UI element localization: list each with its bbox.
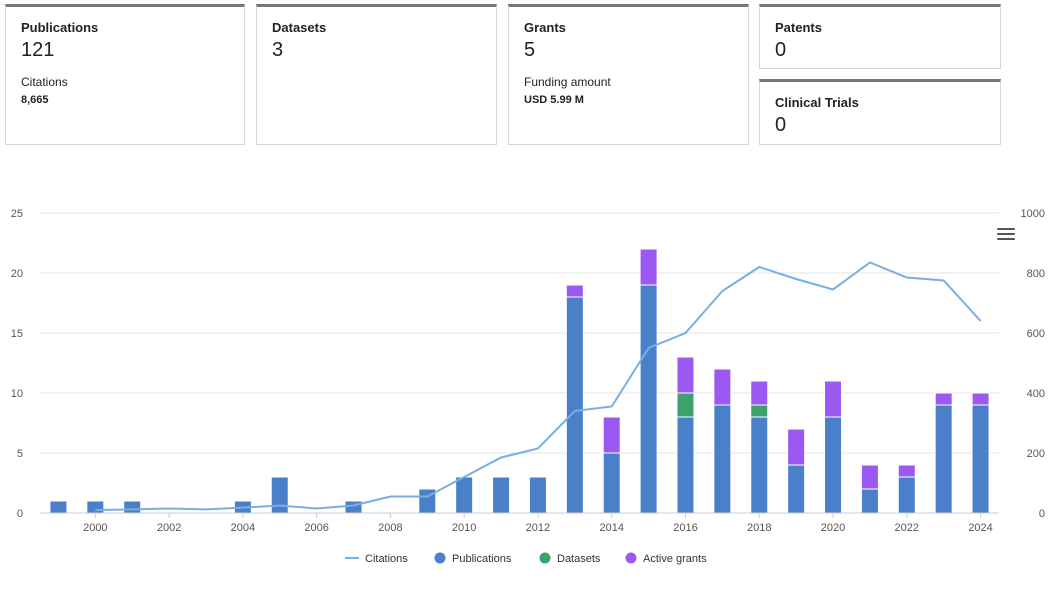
bar-active-grants-2017[interactable] <box>713 368 732 406</box>
bar-active-grants-2018[interactable] <box>750 380 769 406</box>
y-left-tick-label: 25 <box>11 208 23 220</box>
citations-count: 8,665 <box>21 94 49 106</box>
bar-publications-2022[interactable] <box>897 476 916 514</box>
legend-publications-swatch <box>434 552 446 564</box>
bar-active-grants-2013[interactable] <box>565 284 584 298</box>
y-right-tick-label: 600 <box>1027 328 1045 340</box>
y-left-tick-label: 0 <box>17 508 23 520</box>
x-tick-label: 2014 <box>599 522 623 534</box>
bar-publications-2005[interactable] <box>270 476 289 514</box>
chart-menu-icon[interactable] <box>997 228 1015 242</box>
citations-label: Citations <box>21 75 68 89</box>
bar-publications-2014[interactable] <box>602 452 621 514</box>
bar-publications-2018[interactable] <box>750 416 769 514</box>
grants-label: Grants <box>524 20 566 35</box>
bar-active-grants-2014[interactable] <box>602 416 621 454</box>
x-tick-label: 2022 <box>895 522 919 534</box>
patents-count: 0 <box>775 39 787 61</box>
publications-count: 121 <box>21 39 55 61</box>
research-output-chart: 0 5 10 15 20 25 0 200 400 600 800 1000 2000 2002 2004 2… <box>11 208 1045 565</box>
legend-datasets-label[interactable]: Datasets <box>557 553 601 565</box>
bar-publications-2023[interactable] <box>934 404 953 514</box>
bar-publications-2015[interactable] <box>639 284 658 514</box>
bar-datasets-2018[interactable] <box>750 404 769 418</box>
x-tick-label: 2016 <box>673 522 697 534</box>
y-right-tick-label: 0 <box>1039 508 1045 520</box>
legend-datasets-swatch <box>539 552 551 564</box>
y-right-tick-label: 1000 <box>1021 208 1045 220</box>
x-tick-label: 2008 <box>378 522 402 534</box>
bar-active-grants-2019[interactable] <box>787 428 806 466</box>
y-left-tick-label: 20 <box>11 268 23 280</box>
bar-publications-2011[interactable] <box>492 476 511 514</box>
funding-amount-label: Funding amount <box>524 75 611 89</box>
patents-card[interactable]: Patents 0 <box>759 4 1001 69</box>
y-right-tick-label: 800 <box>1027 268 1045 280</box>
bar-active-grants-2016[interactable] <box>676 356 695 394</box>
datasets-count: 3 <box>272 39 284 61</box>
bar-publications-2000[interactable] <box>86 500 105 514</box>
legend-active-grants-label[interactable]: Active grants <box>643 553 707 565</box>
bar-publications-2010[interactable] <box>455 476 474 514</box>
grants-count: 5 <box>524 39 536 61</box>
bar-publications-2024[interactable] <box>971 404 990 514</box>
bar-active-grants-2023[interactable] <box>934 392 953 406</box>
y-right-tick-label: 200 <box>1027 448 1045 460</box>
y-left-tick-label: 5 <box>17 448 23 460</box>
publications-label: Publications <box>21 20 99 35</box>
clinical-trials-count: 0 <box>775 114 787 136</box>
clinical-trials-card[interactable]: Clinical Trials 0 <box>759 79 1001 145</box>
bar-publications-2019[interactable] <box>787 464 806 514</box>
x-tick-label: 2004 <box>231 522 255 534</box>
y-left-tick-label: 15 <box>11 328 23 340</box>
y-right-tick-label: 400 <box>1027 388 1045 400</box>
bar-active-grants-2021[interactable] <box>860 464 879 490</box>
bar-publications-1999[interactable] <box>49 500 68 514</box>
bar-publications-2013[interactable] <box>565 296 584 514</box>
x-tick-label: 2002 <box>157 522 181 534</box>
bar-publications-2017[interactable] <box>713 404 732 514</box>
x-tick-label: 2020 <box>821 522 845 534</box>
bar-publications-2001[interactable] <box>123 500 142 514</box>
datasets-label: Datasets <box>272 20 327 35</box>
x-tick-label: 2010 <box>452 522 476 534</box>
bar-publications-2012[interactable] <box>528 476 547 514</box>
grants-card[interactable]: Grants 5 Funding amount USD 5.99 M <box>508 4 749 145</box>
datasets-card[interactable]: Datasets 3 <box>256 4 497 145</box>
clinical-trials-label: Clinical Trials <box>775 95 859 110</box>
bar-active-grants-2015[interactable] <box>639 248 658 286</box>
y-left-tick-label: 10 <box>11 388 23 400</box>
bar-active-grants-2020[interactable] <box>824 380 843 418</box>
bar-publications-2020[interactable] <box>824 416 843 514</box>
bar-active-grants-2024[interactable] <box>971 392 990 406</box>
legend-publications-label[interactable]: Publications <box>452 553 512 565</box>
bar-active-grants-2022[interactable] <box>897 464 916 478</box>
patents-label: Patents <box>775 20 822 35</box>
bar-datasets-2016[interactable] <box>676 392 695 418</box>
x-tick-label: 2018 <box>747 522 771 534</box>
x-tick-label: 2012 <box>526 522 550 534</box>
x-tick-label: 2024 <box>968 522 992 534</box>
legend-active-grants-swatch <box>625 552 637 564</box>
legend-citations-label[interactable]: Citations <box>365 553 408 565</box>
citations-line[interactable] <box>95 261 982 511</box>
funding-amount-value: USD 5.99 M <box>524 94 584 106</box>
bar-publications-2016[interactable] <box>676 416 695 514</box>
x-tick-label: 2000 <box>83 522 107 534</box>
x-tick-label: 2006 <box>304 522 328 534</box>
publications-card[interactable]: Publications 121 Citations 8,665 <box>5 4 245 145</box>
bar-publications-2021[interactable] <box>860 488 879 514</box>
bar-publications-2007[interactable] <box>344 500 363 514</box>
